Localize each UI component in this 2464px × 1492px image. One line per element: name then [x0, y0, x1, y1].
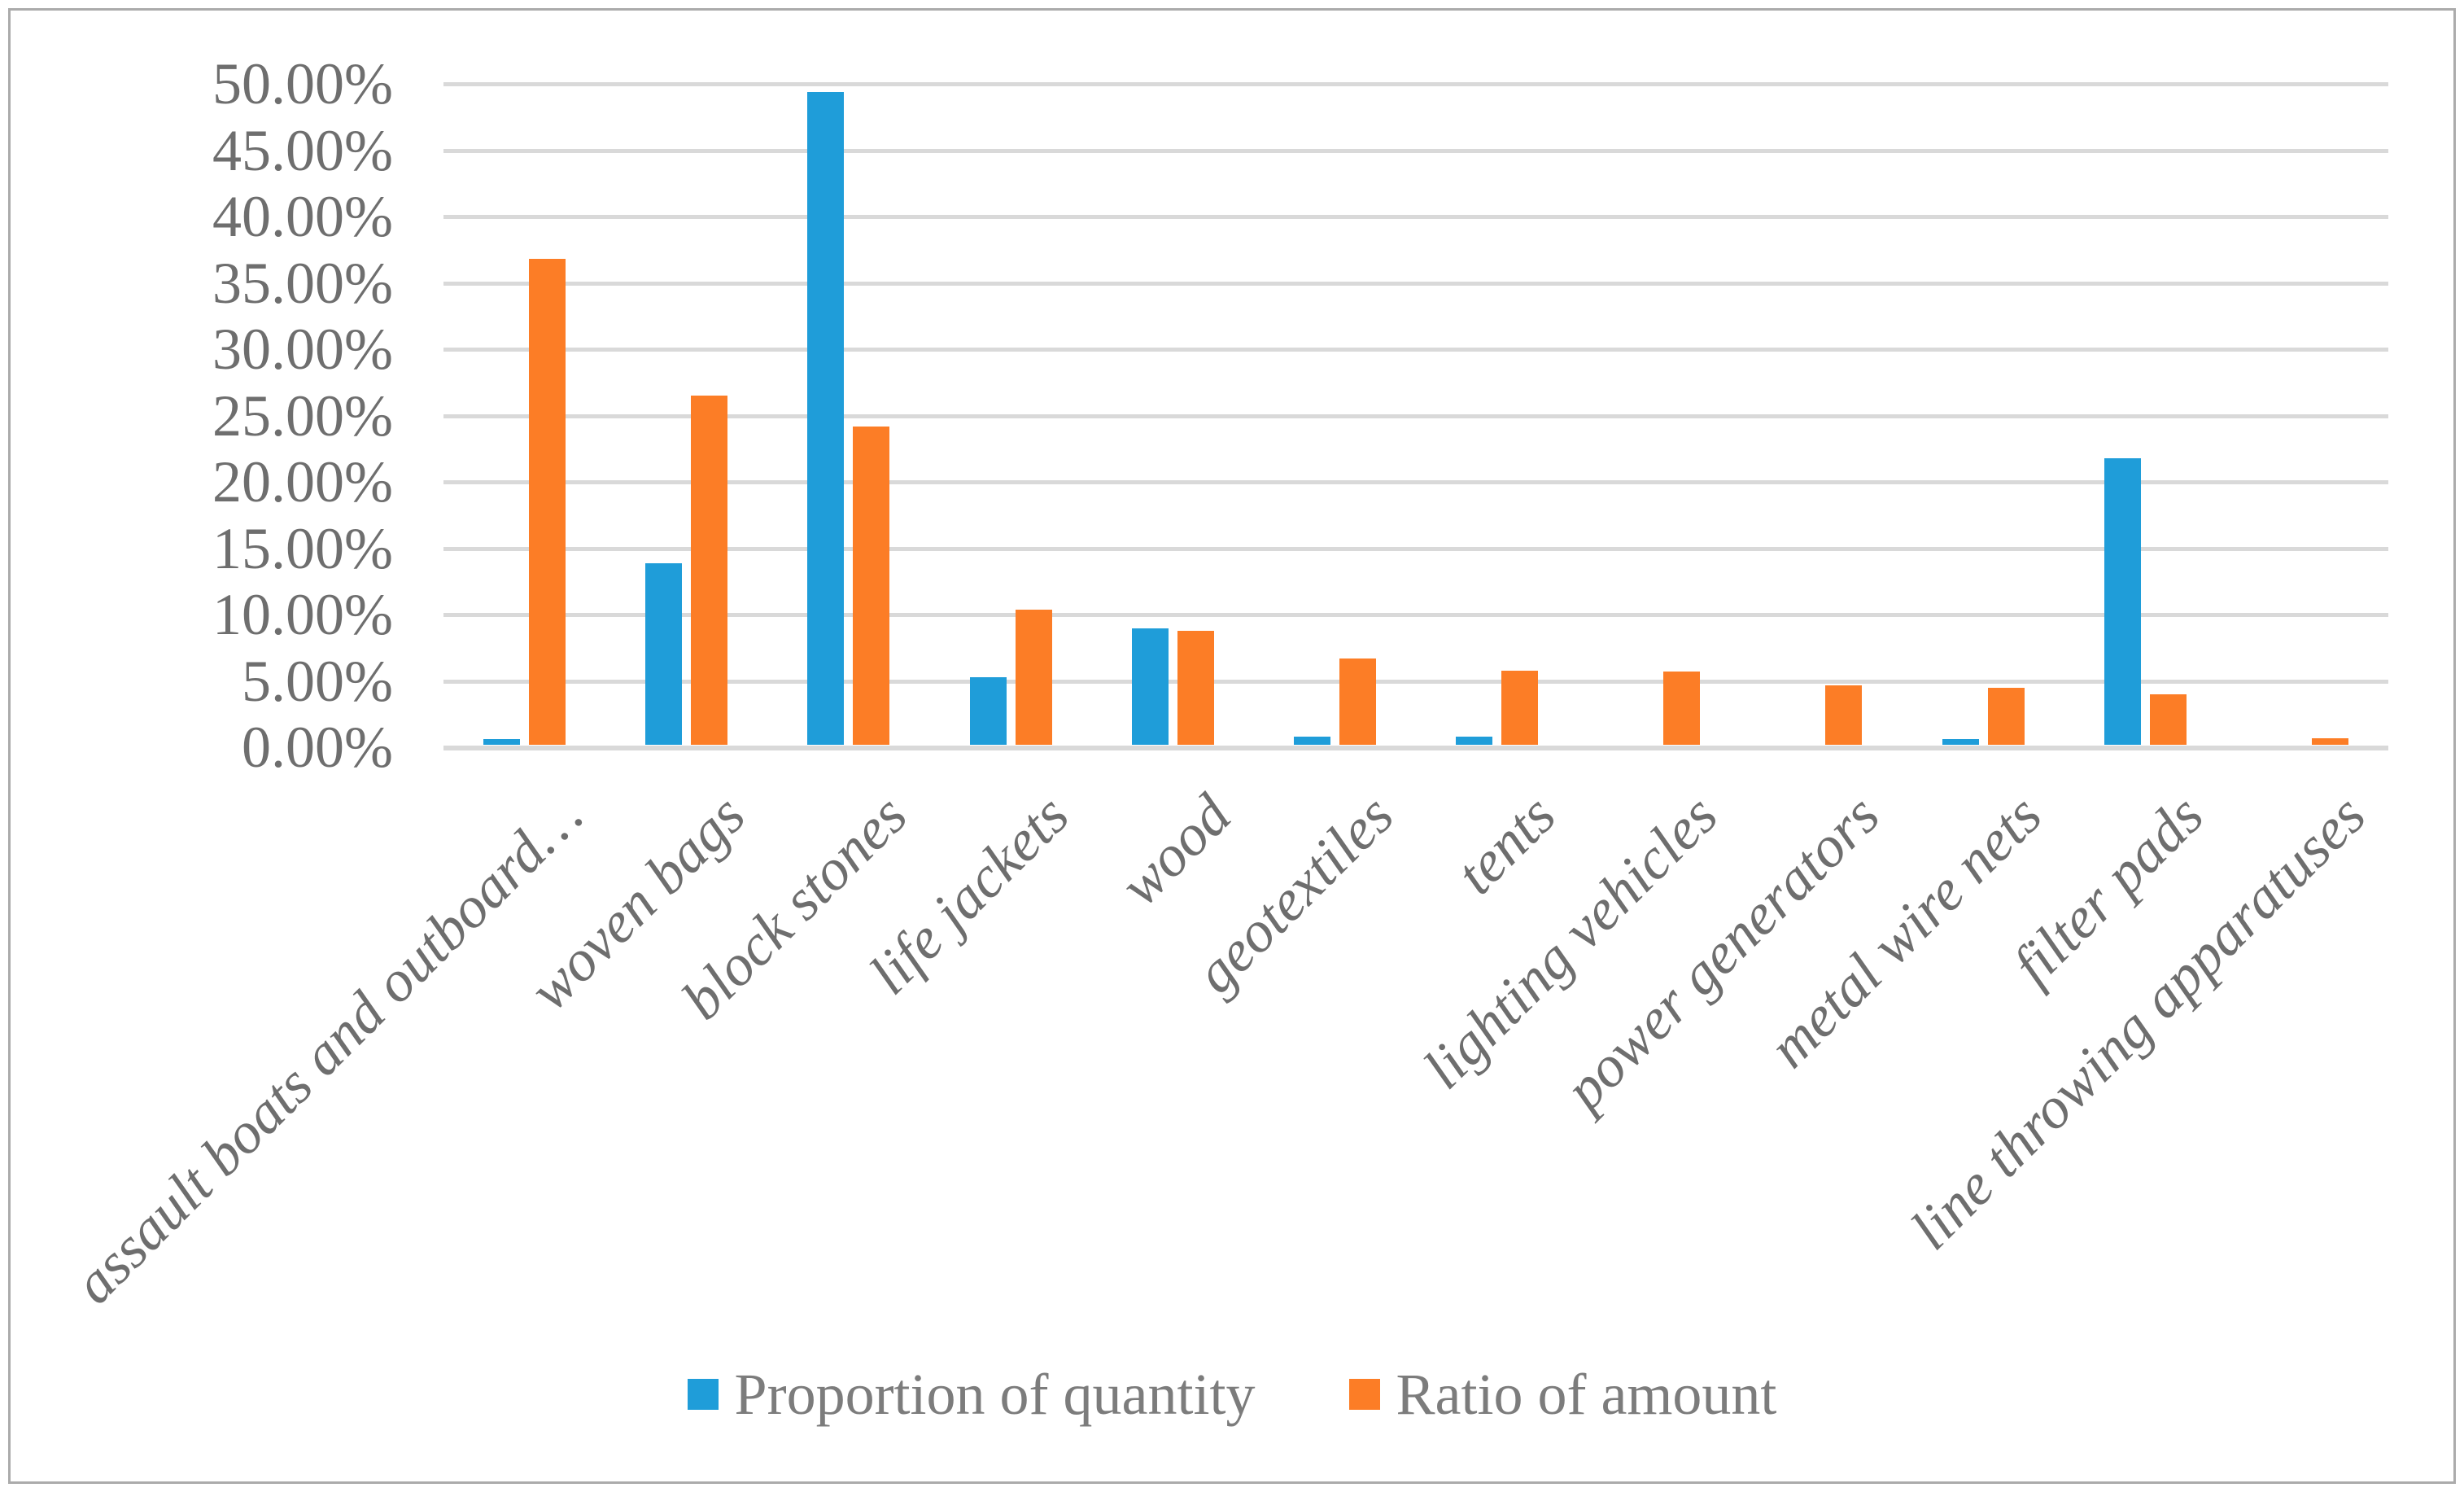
gridline [443, 546, 2388, 551]
gridline [443, 281, 2388, 286]
x-axis-label-assault-boats-and-outboard: assault boats and outboard… [61, 782, 596, 1316]
bar-group-tents [1416, 84, 1578, 745]
bar-proportion-of-quantity [1942, 739, 1979, 745]
bar-group-geotextiles [1254, 84, 1416, 745]
legend-label-ratio-of-amount: Ratio of amount [1396, 1362, 1777, 1427]
gridline [443, 413, 2388, 418]
y-tick-label: 15.00% [212, 515, 393, 581]
y-tick-label: 45.00% [212, 117, 393, 183]
bar-group-metal-wire-nets [1903, 84, 2064, 745]
gridline [443, 348, 2388, 352]
bar-proportion-of-quantity [645, 562, 683, 745]
gridline [443, 613, 2388, 617]
bar-ratio-of-amount [529, 259, 566, 745]
y-tick-label: 30.00% [212, 317, 393, 382]
legend-item-proportion-of-quantity: Proportion of quantity [687, 1362, 1256, 1427]
bar-proportion-of-quantity [1456, 737, 1493, 745]
bar-group-line-throwing-apparatuses [2226, 84, 2388, 745]
bar-group-life-jackets [930, 84, 1092, 745]
bar-proportion-of-quantity [969, 676, 1007, 745]
bar-ratio-of-amount [1501, 670, 1539, 745]
bar-group-wood [1092, 84, 1254, 745]
bar-group-lighting-vehicles [1578, 84, 1740, 745]
y-tick-label: 10.00% [212, 582, 393, 647]
y-tick-label: 25.00% [212, 383, 393, 448]
y-tick-label: 50.00% [212, 51, 393, 116]
legend: Proportion of quantity Ratio of amount [11, 1358, 2453, 1431]
gridline [443, 480, 2388, 484]
bar-ratio-of-amount [2311, 737, 2348, 745]
x-axis-label-tents: tents [1443, 782, 1568, 907]
x-axis-labels: assault boats and outboard… woven bags blo… [61, 768, 2388, 1337]
gridline [443, 679, 2388, 684]
x-axis-label-wood: wood [1107, 782, 1243, 918]
bar-group-block-stones [767, 84, 929, 745]
gridline [443, 215, 2388, 219]
bar-group-woven-bags [605, 84, 767, 745]
bars-container [443, 84, 2388, 745]
gridline [443, 82, 2388, 86]
y-tick-label: 0.00% [242, 715, 393, 780]
bar-proportion-of-quantity [1293, 737, 1330, 745]
bar-group-power-generators [1740, 84, 1902, 745]
bar-group-assault-boats-and-outboard [443, 84, 605, 745]
y-axis-tick-labels: 0.00% 5.00% 10.00% 15.00% 20.00% 25.00% 30.00%… [11, 53, 393, 778]
legend-swatch-proportion-of-quantity [687, 1379, 719, 1410]
gridlines-container [443, 82, 2388, 750]
y-tick-label: 5.00% [242, 648, 393, 714]
y-tick-label: 20.00% [212, 449, 393, 514]
x-axis-label-lighting-vehicles: lighting vehicles [1410, 782, 1730, 1101]
bar-group-filter-pads [2064, 84, 2226, 745]
bar-ratio-of-amount [691, 396, 728, 745]
chart-figure: 0.00% 5.00% 10.00% 15.00% 20.00% 25.00% 30.00%… [8, 8, 2456, 1484]
bar-proportion-of-quantity [807, 92, 845, 745]
x-axis-baseline [443, 746, 2388, 750]
legend-item-ratio-of-amount: Ratio of amount [1348, 1362, 1777, 1427]
bar-ratio-of-amount [1987, 687, 2025, 745]
gridline [443, 148, 2388, 153]
bar-proportion-of-quantity [1131, 628, 1169, 745]
bar-proportion-of-quantity [483, 739, 521, 745]
bar-ratio-of-amount [853, 426, 890, 745]
bar-ratio-of-amount [1825, 685, 1863, 745]
y-tick-label: 35.00% [212, 250, 393, 316]
bar-ratio-of-amount [1015, 609, 1052, 745]
legend-swatch-ratio-of-amount [1348, 1379, 1380, 1410]
bar-ratio-of-amount [1663, 672, 1701, 745]
bar-ratio-of-amount [1177, 630, 1214, 745]
legend-label-proportion-of-quantity: Proportion of quantity [734, 1362, 1256, 1427]
bar-proportion-of-quantity [2104, 457, 2141, 745]
bar-ratio-of-amount [2149, 694, 2187, 745]
y-tick-label: 40.00% [212, 184, 393, 249]
bar-ratio-of-amount [1339, 658, 1376, 745]
